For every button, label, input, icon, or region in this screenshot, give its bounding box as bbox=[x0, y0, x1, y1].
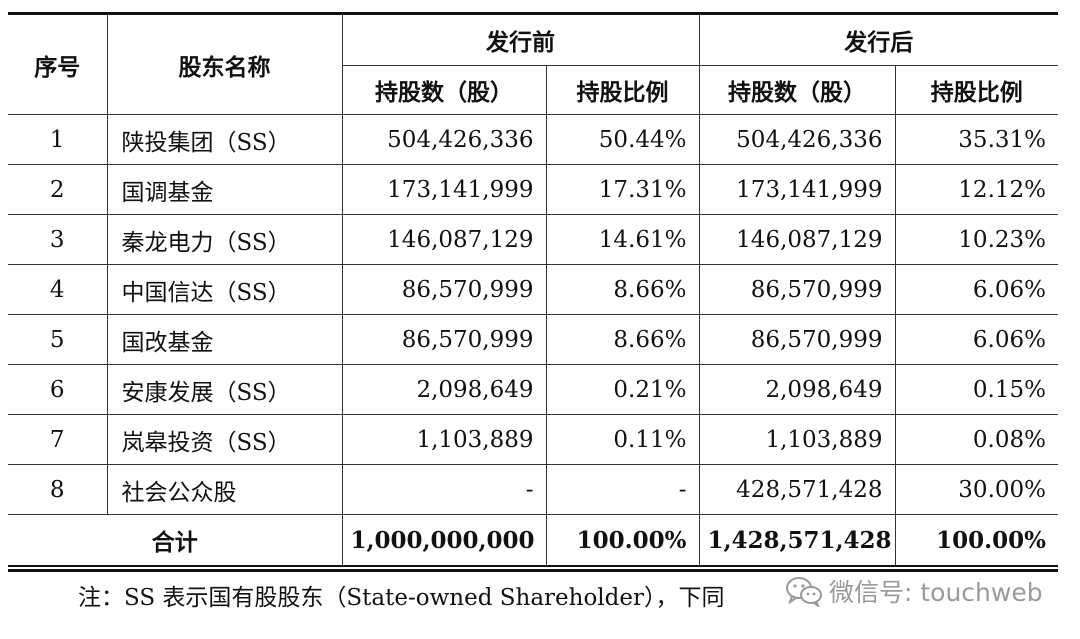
cell-ratio-before: 0.11% bbox=[546, 414, 700, 465]
cell-ratio-before: 8.66% bbox=[546, 264, 700, 315]
watermark-text: 微信号: touchweb bbox=[829, 578, 1043, 607]
table-row: 6 安康发展（SS） 2,098,649 0.21% 2,098,649 0.1… bbox=[8, 364, 1058, 415]
cell-shares-before: 1,103,889 bbox=[342, 414, 547, 465]
cell-shares-after: 1,103,889 bbox=[699, 414, 896, 465]
total-ratio-after: 100.00% bbox=[936, 526, 1046, 554]
cell-seq: 4 bbox=[8, 264, 108, 315]
cell-ratio-before: 50.44% bbox=[546, 114, 700, 165]
cell-name: 陕投集团（SS） bbox=[107, 114, 343, 165]
watermark: 微信号: touchweb bbox=[785, 573, 1043, 609]
cell-name: 秦龙电力（SS） bbox=[107, 214, 343, 265]
header-before: 发行前 bbox=[342, 15, 700, 66]
footnote: 注：SS 表示国有股股东（State-owned Shareholder），下同 bbox=[78, 585, 725, 611]
wechat-icon bbox=[786, 577, 822, 607]
cell-name: 社会公众股 bbox=[107, 464, 343, 515]
cell-shares-after: 504,426,336 bbox=[699, 114, 896, 165]
header-row-2: 持股数（股） 持股比例 持股数（股） 持股比例 bbox=[8, 65, 1058, 115]
table-bottom-rule bbox=[8, 565, 1058, 567]
cell-shares-before: 86,570,999 bbox=[342, 314, 547, 365]
cell-ratio-after: 30.00% bbox=[895, 464, 1058, 515]
total-label: 合计 bbox=[8, 514, 343, 565]
header-shares-after: 持股数（股） bbox=[699, 65, 896, 115]
cell-shares-before: 504,426,336 bbox=[342, 114, 547, 165]
table-row: 8 社会公众股 - - 428,571,428 30.00% bbox=[8, 464, 1058, 515]
cell-shares-before: 173,141,999 bbox=[342, 164, 547, 215]
table-row: 2 国调基金 173,141,999 17.31% 173,141,999 12… bbox=[8, 164, 1058, 215]
shareholding-table-container: 序号 股东名称 发行前 发行后 持股数（股） 持股比例 持股数（股） 持股比例 … bbox=[8, 12, 1058, 572]
header-ratio-after: 持股比例 bbox=[895, 65, 1058, 115]
cell-name: 岚皋投资（SS） bbox=[107, 414, 343, 465]
cell-shares-after: 428,571,428 bbox=[699, 464, 896, 515]
table-row: 7 岚皋投资（SS） 1,103,889 0.11% 1,103,889 0.0… bbox=[8, 414, 1058, 465]
cell-seq: 7 bbox=[8, 414, 108, 465]
cell-name: 安康发展（SS） bbox=[107, 364, 343, 415]
header-ratio-before: 持股比例 bbox=[546, 65, 700, 115]
table-top-rule bbox=[8, 12, 1058, 15]
shareholding-table: 序号 股东名称 发行前 发行后 持股数（股） 持股比例 持股数（股） 持股比例 … bbox=[8, 15, 1058, 565]
cell-seq: 1 bbox=[8, 114, 108, 165]
cell-name: 国改基金 bbox=[107, 314, 343, 365]
cell-shares-after: 173,141,999 bbox=[699, 164, 896, 215]
cell-ratio-before: 17.31% bbox=[546, 164, 700, 215]
cell-ratio-after: 6.06% bbox=[895, 264, 1058, 315]
cell-shares-after: 86,570,999 bbox=[699, 264, 896, 315]
table-row: 4 中国信达（SS） 86,570,999 8.66% 86,570,999 6… bbox=[8, 264, 1058, 315]
cell-ratio-after: 10.23% bbox=[895, 214, 1058, 265]
cell-ratio-after: 12.12% bbox=[895, 164, 1058, 215]
header-shares-before: 持股数（股） bbox=[342, 65, 547, 115]
cell-shares-after: 146,087,129 bbox=[699, 214, 896, 265]
cell-ratio-after: 35.31% bbox=[895, 114, 1058, 165]
cell-shares-before: 86,570,999 bbox=[342, 264, 547, 315]
cell-ratio-before: 14.61% bbox=[546, 214, 700, 265]
cell-ratio-before: 8.66% bbox=[546, 314, 700, 365]
header-after: 发行后 bbox=[699, 15, 1058, 66]
cell-ratio-after: 0.08% bbox=[895, 414, 1058, 465]
cell-seq: 3 bbox=[8, 214, 108, 265]
cell-ratio-before: 0.21% bbox=[546, 364, 700, 415]
table-bottom-rule-double bbox=[8, 569, 1058, 572]
cell-seq: 2 bbox=[8, 164, 108, 215]
header-name: 股东名称 bbox=[107, 15, 343, 115]
cell-seq: 8 bbox=[8, 464, 108, 515]
total-shares-after: 1,428,571,428 bbox=[699, 514, 896, 565]
cell-shares-before: 146,087,129 bbox=[342, 214, 547, 265]
table-row: 3 秦龙电力（SS） 146,087,129 14.61% 146,087,12… bbox=[8, 214, 1058, 265]
header-seq: 序号 bbox=[8, 15, 108, 115]
cell-shares-after: 2,098,649 bbox=[699, 364, 896, 415]
total-shares-before: 1,000,000,000 bbox=[342, 514, 547, 565]
header-row-1: 序号 股东名称 发行前 发行后 bbox=[8, 15, 1058, 115]
cell-ratio-before: - bbox=[546, 464, 700, 515]
total-ratio-before: 100.00% bbox=[546, 514, 700, 565]
cell-shares-after: 86,570,999 bbox=[699, 314, 896, 365]
cell-seq: 6 bbox=[8, 364, 108, 415]
cell-seq: 5 bbox=[8, 314, 108, 365]
total-row: 合计 1,000,000,000 100.00% 1,428,571,428 1… bbox=[8, 514, 1058, 565]
cell-ratio-after: 6.06% bbox=[895, 314, 1058, 365]
table-row: 5 国改基金 86,570,999 8.66% 86,570,999 6.06% bbox=[8, 314, 1058, 365]
cell-ratio-after: 0.15% bbox=[895, 364, 1058, 415]
cell-name: 中国信达（SS） bbox=[107, 264, 343, 315]
cell-name: 国调基金 bbox=[107, 164, 343, 215]
table-row: 1 陕投集团（SS） 504,426,336 50.44% 504,426,33… bbox=[8, 114, 1058, 165]
cell-shares-before: 2,098,649 bbox=[342, 364, 547, 415]
cell-shares-before: - bbox=[342, 464, 547, 515]
